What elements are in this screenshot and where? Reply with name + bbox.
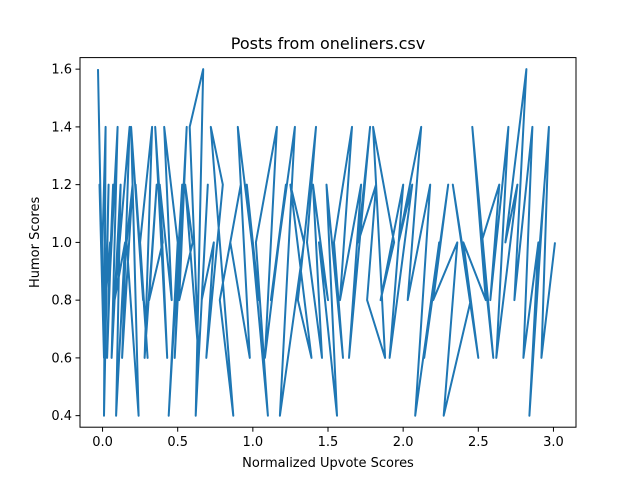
plot-area (97, 68, 556, 417)
x-tick-label: 0.5 (167, 435, 188, 450)
x-axis-label: Normalized Upvote Scores (242, 456, 414, 471)
y-tick-label: 1.6 (51, 63, 72, 78)
plot-frame (79, 57, 577, 428)
x-tick-label: 2.5 (468, 435, 489, 450)
chart-title: Posts from oneliners.csv (231, 34, 425, 53)
x-tick-label: 1.5 (318, 435, 339, 450)
x-tick-label: 2.0 (393, 435, 414, 450)
y-tick-label: 0.6 (51, 351, 72, 366)
y-axis-ticks: 0.4 0.6 0.8 1.0 1.2 1.4 1.6 (51, 63, 80, 424)
y-tick-label: 0.4 (51, 409, 72, 424)
y-tick-label: 1.4 (51, 120, 72, 135)
y-tick-label: 1.0 (51, 236, 72, 251)
x-tick-label: 0.0 (92, 435, 113, 450)
x-axis-ticks: 0.0 0.5 1.0 1.5 2.0 2.5 3.0 (92, 427, 564, 450)
y-tick-label: 1.2 (51, 178, 72, 193)
x-tick-label: 3.0 (543, 435, 564, 450)
y-axis-label: Humor Scores (28, 197, 43, 289)
x-tick-label: 1.0 (243, 435, 264, 450)
series-line-0 (97, 68, 556, 417)
y-tick-label: 0.8 (51, 294, 72, 309)
